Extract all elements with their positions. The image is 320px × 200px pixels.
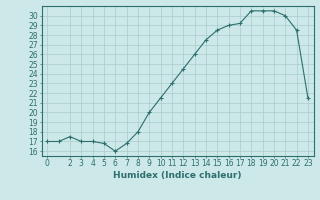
X-axis label: Humidex (Indice chaleur): Humidex (Indice chaleur) <box>113 171 242 180</box>
